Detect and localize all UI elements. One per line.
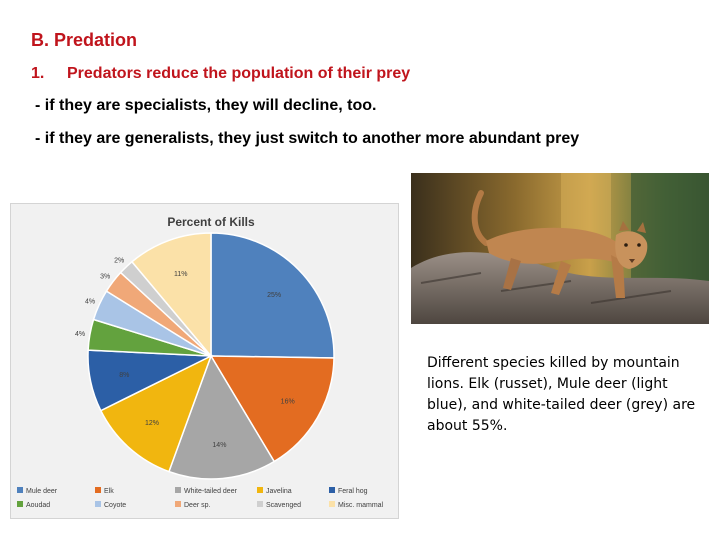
pie-data-label: 11% xyxy=(174,271,188,278)
pie-data-label: 8% xyxy=(119,372,129,379)
pie-slice-white-tailed-deer xyxy=(167,354,276,480)
pie-data-label: 3% xyxy=(100,273,110,280)
legend-swatch xyxy=(257,501,263,507)
sub-point-generalists: - if they are generalists, they just swi… xyxy=(35,130,580,147)
legend-label: Scavenged xyxy=(266,502,301,509)
pie-data-label: 14% xyxy=(212,442,226,449)
legend-swatch xyxy=(329,501,335,507)
chart-title: Percent of Kills xyxy=(167,215,255,229)
legend-label: Mule deer xyxy=(26,488,58,495)
pie-data-label: 16% xyxy=(281,398,295,405)
sub-point-specialists: - if they are specialists, they will dec… xyxy=(35,97,377,114)
pie-slice-misc-mammal xyxy=(130,232,212,359)
pie-slice-javelina xyxy=(99,354,213,473)
slide-heading: B. Predation xyxy=(31,30,138,50)
legend-label: Elk xyxy=(104,488,114,495)
legend-label: Misc. mammal xyxy=(338,502,384,509)
legend-swatch xyxy=(17,487,23,493)
legend-swatch xyxy=(329,487,335,493)
pie-chart-panel: Percent of Kills 25% 16% 14% 12% 8% 4% 4% 3% 2% 1… xyxy=(10,203,399,519)
legend-label: Feral hog xyxy=(338,488,368,495)
point-number: 1. xyxy=(31,65,45,82)
pie-data-label: 4% xyxy=(75,331,85,338)
pie-slice-mule-deer xyxy=(210,232,335,359)
pie-data-label: 12% xyxy=(145,420,159,427)
legend-label: Aoudad xyxy=(26,502,50,509)
legend-swatch xyxy=(175,487,181,493)
pie-data-label: 2% xyxy=(114,258,124,265)
legend-label: White-tailed deer xyxy=(184,488,238,495)
mountain-lion-photo xyxy=(411,173,709,324)
pie-chart: Percent of Kills 25% 16% 14% 12% 8% 4% 4% 3% 2% 1… xyxy=(17,215,384,509)
point-text: Predators reduce the population of their… xyxy=(67,65,411,82)
legend-swatch xyxy=(17,501,23,507)
point-1: 1. Predators reduce the population of the… xyxy=(31,65,410,83)
legend-label: Coyote xyxy=(104,502,126,509)
pie-data-label: 4% xyxy=(85,299,95,306)
legend-swatch xyxy=(257,487,263,493)
legend-swatch xyxy=(175,501,181,507)
mountain-lion-image xyxy=(411,173,709,324)
pie-slice-elk xyxy=(209,355,335,463)
pie-data-label: 25% xyxy=(267,292,281,299)
photo-caption: Different species killed by mountain lio… xyxy=(427,355,696,434)
legend-label: Deer sp. xyxy=(184,502,211,509)
legend-swatch xyxy=(95,501,101,507)
legend-swatch xyxy=(95,487,101,493)
legend-label: Javelina xyxy=(266,488,292,495)
